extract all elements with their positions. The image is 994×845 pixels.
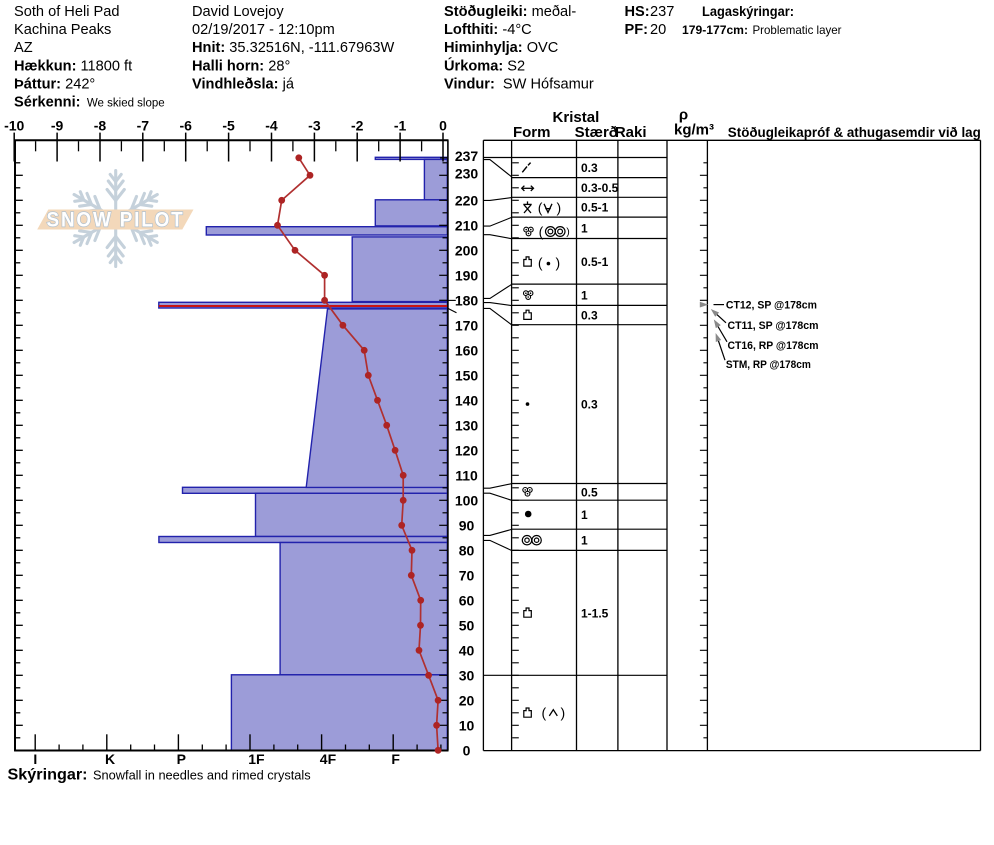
svg-text:150: 150 [455, 367, 479, 383]
svg-text:SNOW PILOT: SNOW PILOT [47, 209, 185, 232]
svg-text:190: 190 [455, 267, 479, 283]
svg-text:Vindhleðsla: já: Vindhleðsla: já [192, 76, 295, 92]
svg-text:1: 1 [581, 221, 588, 235]
svg-text:Sérkenni: We skied slope: Sérkenni: We skied slope [14, 95, 165, 111]
svg-text:237: 237 [455, 148, 479, 164]
svg-text:0.5-1: 0.5-1 [581, 255, 609, 269]
svg-text:0.3: 0.3 [581, 309, 598, 323]
svg-text:CT16, RP @178cm: CT16, RP @178cm [728, 340, 819, 352]
svg-text:): ) [566, 226, 570, 238]
svg-text:200: 200 [455, 242, 479, 258]
svg-text:-5: -5 [222, 118, 235, 134]
svg-text:PF:: PF: [625, 22, 649, 38]
svg-text:K: K [105, 751, 115, 767]
svg-text:Halli horn: 28°: Halli horn: 28° [192, 58, 290, 74]
svg-text:100: 100 [455, 492, 479, 508]
svg-text:-8: -8 [94, 118, 107, 134]
svg-text:70: 70 [459, 567, 475, 583]
svg-text:Úrkoma: S2: Úrkoma: S2 [444, 56, 525, 74]
svg-text:1-1.5: 1-1.5 [581, 606, 609, 620]
svg-text:Þáttur: 242°: Þáttur: 242° [14, 76, 95, 92]
svg-text:50: 50 [459, 617, 475, 633]
svg-text:02/19/2017 - 12:10pm: 02/19/2017 - 12:10pm [192, 22, 335, 38]
svg-text:Stöðugleiki: meðal-: Stöðugleiki: meðal- [444, 4, 576, 20]
svg-text:0.3-0.5: 0.3-0.5 [581, 181, 619, 195]
svg-text:-9: -9 [51, 118, 64, 134]
svg-text:130: 130 [455, 417, 479, 433]
svg-text:20: 20 [650, 22, 666, 38]
svg-text:Hækkun: 11800 ft: Hækkun: 11800 ft [14, 58, 132, 74]
svg-text:Stærð: Stærð [575, 124, 618, 141]
svg-text:20: 20 [459, 692, 475, 708]
svg-text:179-177cm:: 179-177cm: [682, 23, 748, 37]
svg-text:Himinhylja: OVC: Himinhylja: OVC [444, 40, 558, 56]
svg-text:30: 30 [459, 667, 475, 683]
svg-text:0.3: 0.3 [581, 161, 598, 175]
svg-text:AZ: AZ [14, 40, 33, 56]
svg-text:220: 220 [455, 192, 479, 208]
svg-text:kg/m³: kg/m³ [674, 122, 714, 139]
svg-text:-4: -4 [265, 118, 278, 134]
svg-text:Form: Form [513, 124, 551, 141]
svg-text:-3: -3 [308, 118, 321, 134]
svg-text:0: 0 [463, 742, 471, 758]
svg-text:Kachina Peaks: Kachina Peaks [14, 22, 111, 38]
svg-text:Hnit: 35.32516N, -111.67963W: Hnit: 35.32516N, -111.67963W [192, 40, 394, 56]
svg-text:): ) [557, 200, 562, 216]
svg-text:David Lovejoy: David Lovejoy [192, 4, 284, 20]
svg-text:Problematic layer: Problematic layer [753, 23, 842, 37]
svg-text:(: ( [538, 254, 543, 270]
svg-text:Lagaskýringar:: Lagaskýringar: [702, 3, 794, 19]
svg-text:Stöðugleikapróf & athugasemdir: Stöðugleikapróf & athugasemdir við lag [728, 124, 981, 140]
svg-text:Raki: Raki [615, 124, 647, 141]
svg-text:0: 0 [439, 118, 447, 134]
svg-text:HS:: HS: [625, 4, 650, 20]
svg-text:-2: -2 [351, 118, 364, 134]
svg-text:4F: 4F [320, 751, 337, 767]
svg-text:180: 180 [455, 292, 479, 308]
svg-text:F: F [391, 751, 400, 767]
svg-text:CT12, SP @178cm: CT12, SP @178cm [726, 300, 817, 312]
svg-text:0.5-1: 0.5-1 [581, 201, 609, 215]
svg-text:120: 120 [455, 442, 479, 458]
svg-text:): ) [556, 254, 561, 270]
svg-text:110: 110 [455, 467, 478, 483]
svg-text:Skýringar:: Skýringar: [8, 767, 88, 784]
svg-text:80: 80 [459, 542, 475, 558]
svg-text:P: P [177, 751, 186, 767]
svg-text:0.5: 0.5 [581, 485, 598, 499]
svg-text:): ) [561, 704, 566, 720]
svg-text:ρ: ρ [679, 107, 688, 124]
svg-text:Snowfall in needles and rimed: Snowfall in needles and rimed crystals [93, 768, 311, 783]
svg-text:-10: -10 [4, 118, 24, 134]
svg-text:Soth of Heli Pad: Soth of Heli Pad [14, 4, 119, 20]
svg-text:(: ( [539, 223, 544, 239]
svg-text:STM, RP @178cm: STM, RP @178cm [726, 359, 811, 371]
svg-text:-7: -7 [137, 118, 150, 134]
svg-text:1F: 1F [248, 751, 265, 767]
svg-text:I: I [33, 751, 37, 767]
svg-text:60: 60 [459, 592, 475, 608]
svg-text:90: 90 [459, 517, 475, 533]
svg-text:170: 170 [455, 317, 479, 333]
svg-text:1: 1 [581, 533, 588, 547]
svg-text:10: 10 [459, 717, 475, 733]
svg-text:1: 1 [581, 508, 588, 522]
svg-text:Vindur: SW Hófsamur: Vindur: SW Hófsamur [444, 76, 594, 92]
svg-text:CT11, SP @178cm: CT11, SP @178cm [728, 320, 819, 332]
svg-text:(: ( [542, 704, 547, 720]
svg-text:-1: -1 [394, 118, 407, 134]
svg-text:160: 160 [455, 342, 479, 358]
svg-text:230: 230 [455, 166, 479, 182]
svg-text:-6: -6 [179, 118, 192, 134]
svg-text:Kristal: Kristal [553, 109, 600, 126]
svg-text:(: ( [538, 200, 543, 216]
svg-text:237: 237 [650, 4, 674, 20]
svg-text:140: 140 [455, 392, 479, 408]
svg-text:40: 40 [459, 642, 475, 658]
svg-text:0.3: 0.3 [581, 398, 598, 412]
svg-text:Lofthiti: -4°C: Lofthiti: -4°C [444, 22, 532, 38]
svg-text:1: 1 [581, 288, 588, 302]
svg-text:210: 210 [455, 217, 479, 233]
